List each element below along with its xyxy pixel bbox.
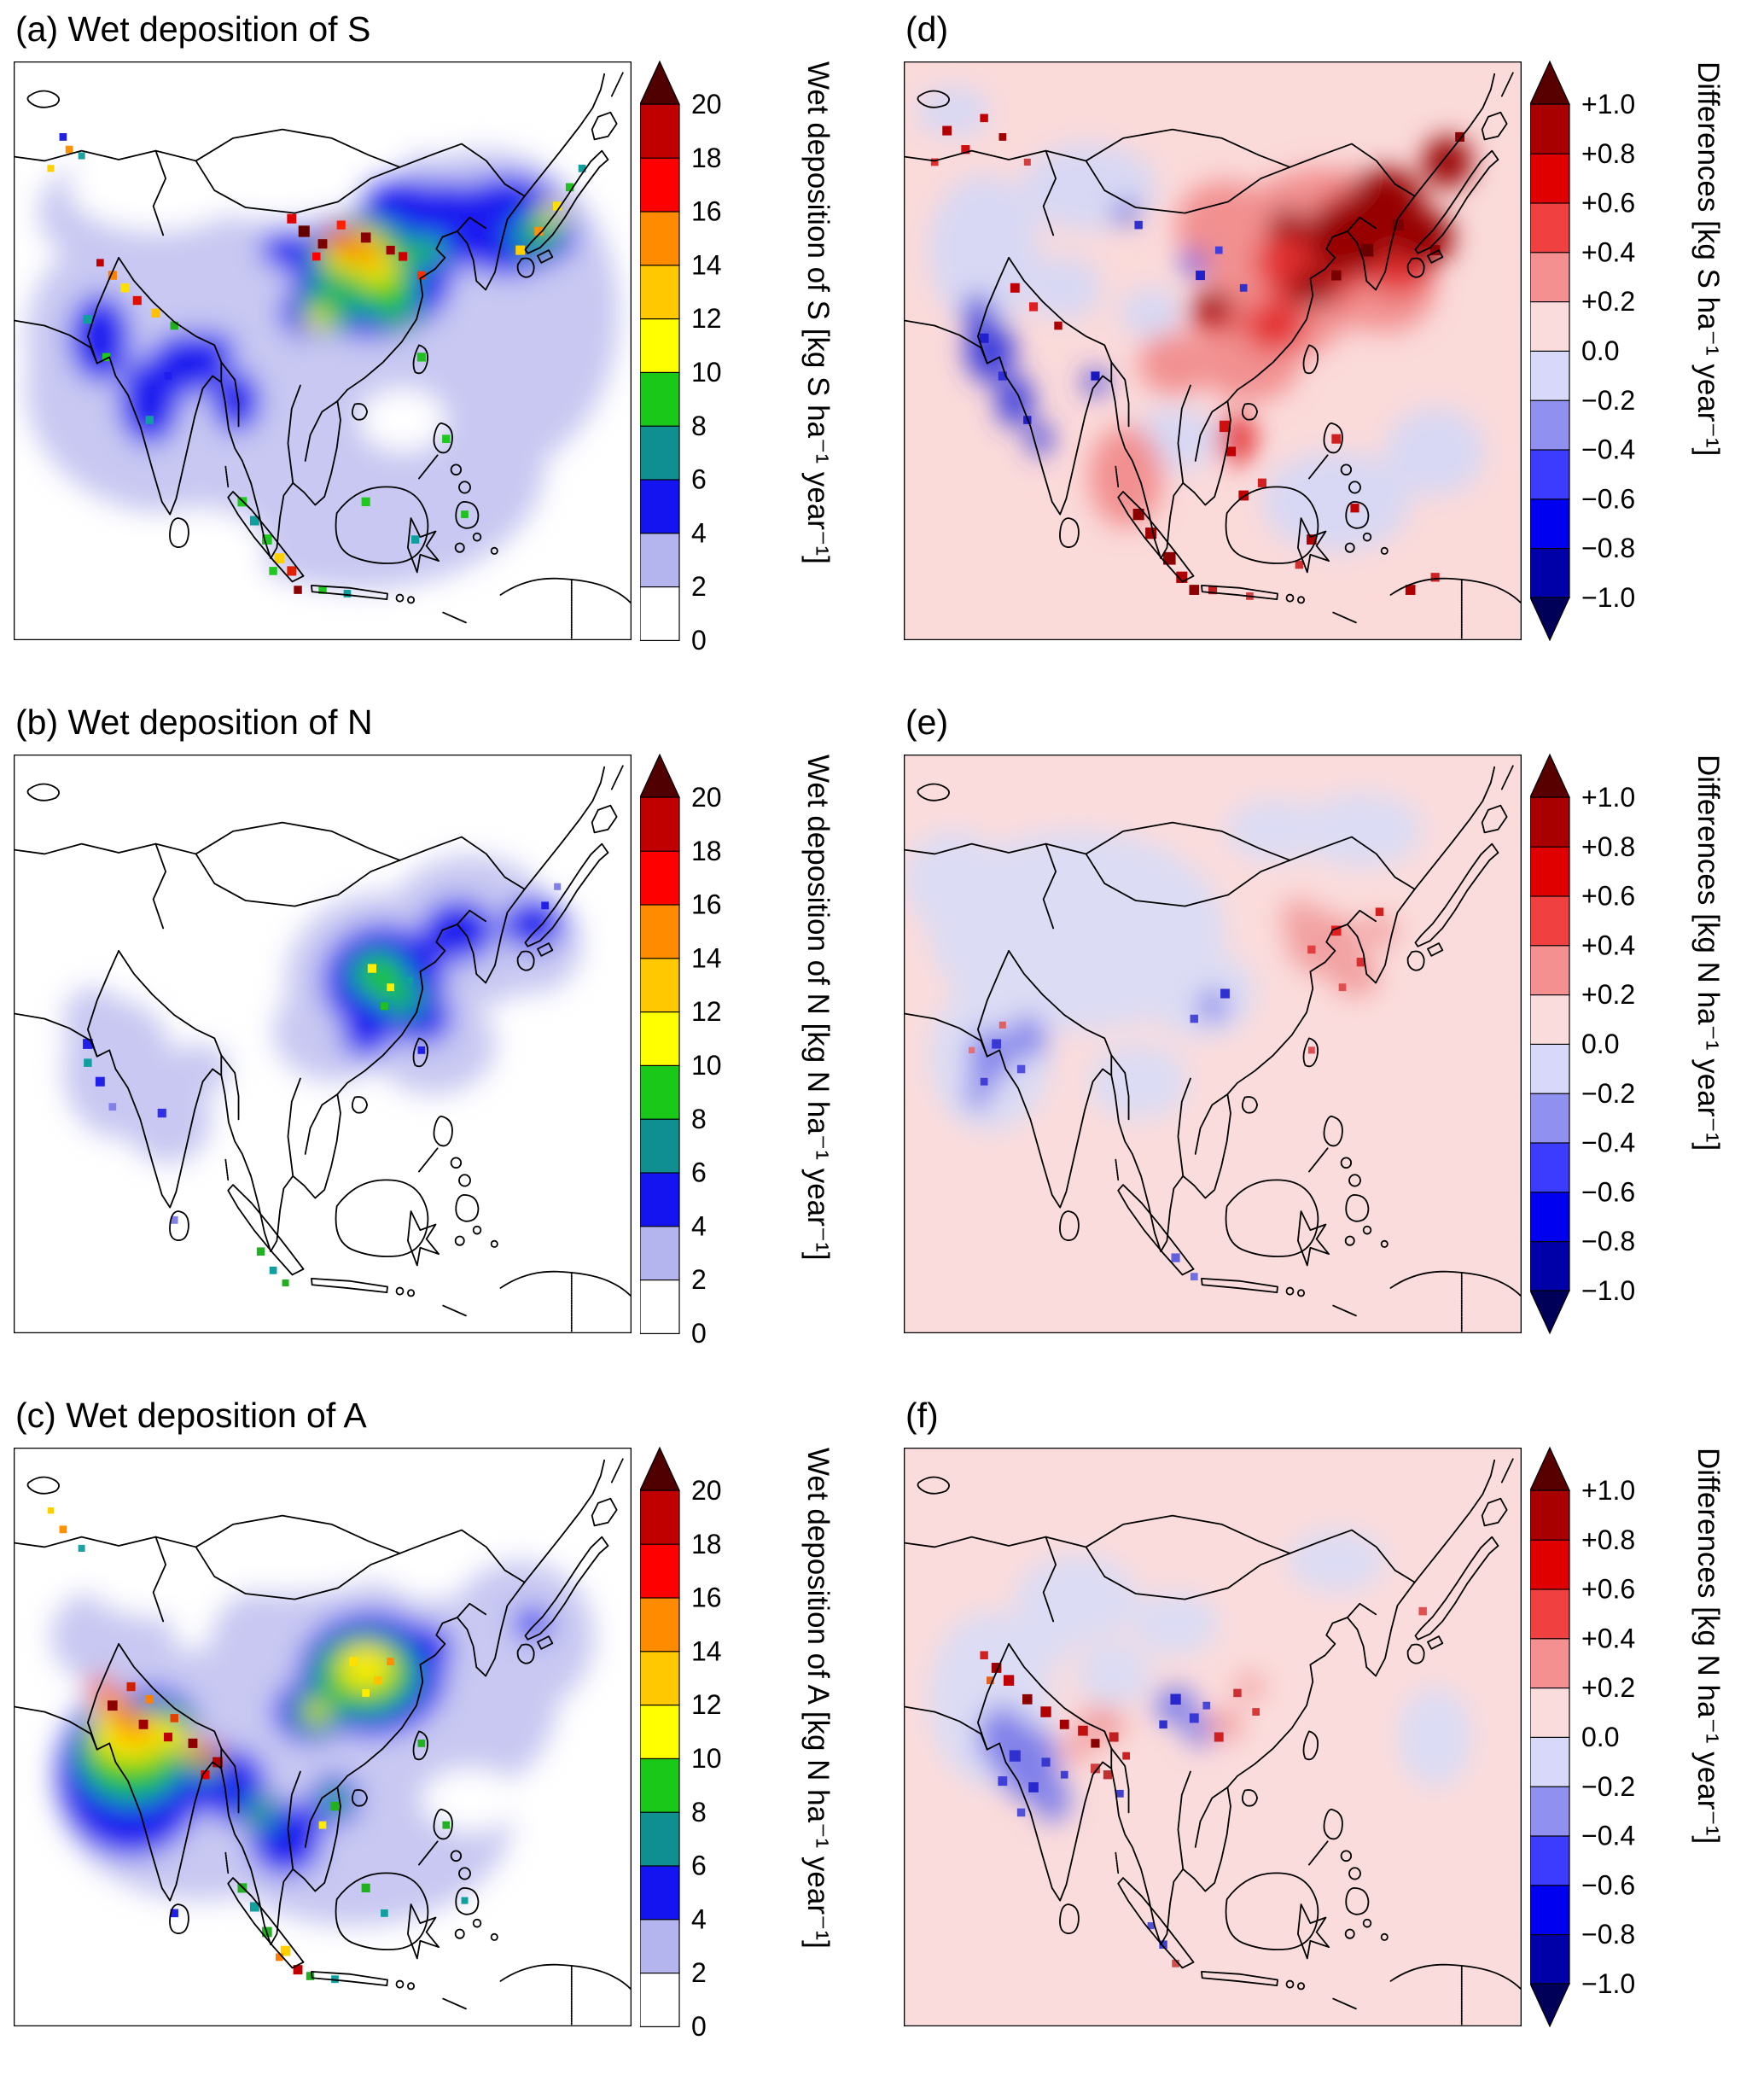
svg-text:−1.0: −1.0 — [1581, 582, 1635, 613]
svg-text:0: 0 — [691, 1318, 707, 1349]
svg-text:18: 18 — [691, 1529, 722, 1559]
svg-text:4: 4 — [691, 1210, 707, 1241]
svg-text:12: 12 — [691, 303, 722, 334]
svg-text:+0.6: +0.6 — [1581, 1574, 1635, 1605]
map-c — [14, 1447, 632, 2026]
svg-text:14: 14 — [691, 249, 722, 280]
svg-text:20: 20 — [691, 89, 722, 119]
map-b — [14, 754, 632, 1333]
panel-d-title: (d) — [905, 9, 949, 49]
svg-text:10: 10 — [691, 357, 722, 388]
svg-text:16: 16 — [691, 889, 722, 920]
svg-text:−0.8: −0.8 — [1581, 1226, 1635, 1256]
panel-c-title: (c) Wet deposition of A — [15, 1396, 367, 1435]
svg-text:+0.8: +0.8 — [1581, 138, 1635, 169]
svg-text:20: 20 — [691, 782, 722, 813]
panel-c: (c) Wet deposition of A 0 2 4 6 8 10 12 14 16 18 2… — [0, 1386, 868, 2079]
svg-text:−0.4: −0.4 — [1581, 1821, 1635, 1851]
svg-text:12: 12 — [691, 996, 722, 1027]
svg-text:+0.8: +0.8 — [1581, 831, 1635, 862]
svg-text:+0.2: +0.2 — [1581, 286, 1635, 317]
panel-a: (a) Wet deposition of S 0 2 4 6 8 10 12 14 16 18 2… — [0, 0, 868, 693]
svg-text:20: 20 — [691, 1475, 722, 1506]
svg-text:2: 2 — [691, 571, 707, 602]
svg-text:+0.8: +0.8 — [1581, 1524, 1635, 1555]
panel-e: (e) −1.0 −0.8 −0.6 −0.4 −0.2 0.0 +0.2 +0.4 +0.6 +… — [868, 693, 1764, 1386]
svg-text:−0.6: −0.6 — [1581, 1869, 1635, 1900]
colorbar-d-label: Differences [kg S ha⁻¹ year⁻¹] — [1691, 61, 1725, 457]
svg-text:6: 6 — [691, 1851, 707, 1881]
svg-text:−1.0: −1.0 — [1581, 1275, 1635, 1306]
panel-f: (f) −1.0 −0.8 −0.6 −0.4 −0.2 0.0 +0.2 +0.4 +0.6 +… — [868, 1386, 1764, 2079]
colorbar-a-label: Wet deposition of S [kg S ha⁻¹ year⁻¹] — [800, 61, 835, 564]
svg-text:−1.0: −1.0 — [1581, 1968, 1635, 1999]
map-e — [904, 754, 1522, 1333]
svg-text:0.0: 0.0 — [1581, 1722, 1619, 1752]
svg-text:+1.0: +1.0 — [1581, 782, 1635, 813]
panel-d: (d) −1.0 −0.8 −0.6 −0.4 −0.2 0.0 +0.2 +0.4 +0.6 +… — [868, 0, 1764, 693]
map-f — [904, 1447, 1522, 2026]
svg-text:6: 6 — [691, 464, 707, 495]
panel-e-title: (e) — [905, 702, 949, 742]
svg-text:0.0: 0.0 — [1581, 1029, 1619, 1059]
svg-text:+0.6: +0.6 — [1581, 188, 1635, 219]
svg-text:−0.4: −0.4 — [1581, 1128, 1635, 1158]
svg-text:+0.6: +0.6 — [1581, 881, 1635, 912]
svg-text:8: 8 — [691, 411, 707, 441]
colorbar-f-label: Differences [kg N ha⁻¹ year⁻¹] — [1691, 1447, 1725, 1845]
svg-text:+0.2: +0.2 — [1581, 979, 1635, 1010]
svg-text:+1.0: +1.0 — [1581, 89, 1635, 119]
svg-text:12: 12 — [691, 1689, 722, 1720]
svg-text:4: 4 — [691, 1903, 707, 1934]
colorbar-e-label: Differences [kg N ha⁻¹ year⁻¹] — [1691, 754, 1725, 1151]
map-d — [904, 61, 1522, 640]
colorbar-b-label: Wet deposition of N [kg N ha⁻¹ year⁻¹] — [800, 754, 835, 1261]
svg-text:10: 10 — [691, 1743, 722, 1774]
svg-text:18: 18 — [691, 143, 722, 173]
colorbar-e: −1.0 −0.8 −0.6 −0.4 −0.2 0.0 +0.2 +0.4 +0.6 +0.8 +… — [1530, 753, 1635, 1335]
svg-text:14: 14 — [691, 942, 722, 973]
svg-text:0.0: 0.0 — [1581, 335, 1619, 366]
svg-text:2: 2 — [691, 1264, 707, 1295]
colorbar-d: −1.0 −0.8 −0.6 −0.4 −0.2 0.0 +0.2 +0.4 +0.6 +0.8 +… — [1530, 60, 1635, 642]
map-a — [14, 61, 632, 640]
colorbar-c-label: Wet deposition of A [kg N ha⁻¹ year⁻¹] — [800, 1447, 835, 1949]
colorbar-b: 0 2 4 6 8 10 12 14 16 18 20 — [640, 753, 722, 1349]
svg-text:14: 14 — [691, 1635, 722, 1666]
svg-text:+0.4: +0.4 — [1581, 236, 1635, 267]
svg-text:6: 6 — [691, 1157, 707, 1188]
svg-text:−0.2: −0.2 — [1581, 385, 1635, 416]
svg-text:+0.4: +0.4 — [1581, 1623, 1635, 1653]
panel-b: (b) Wet deposition of N 0 2 4 6 8 10 12 14 16 18 2… — [0, 693, 868, 1386]
colorbar-a: 0 2 4 6 8 10 12 14 16 18 20 — [640, 60, 722, 656]
svg-text:+1.0: +1.0 — [1581, 1475, 1635, 1506]
svg-text:−0.6: −0.6 — [1581, 1176, 1635, 1207]
svg-text:16: 16 — [691, 1583, 722, 1613]
svg-text:10: 10 — [691, 1050, 722, 1081]
svg-text:−0.6: −0.6 — [1581, 483, 1635, 514]
svg-text:16: 16 — [691, 196, 722, 227]
svg-text:−0.2: −0.2 — [1581, 1771, 1635, 1802]
panel-b-title: (b) Wet deposition of N — [15, 702, 373, 742]
panel-f-title: (f) — [905, 1396, 939, 1435]
svg-text:8: 8 — [691, 1104, 707, 1134]
svg-text:8: 8 — [691, 1797, 707, 1827]
svg-text:−0.4: −0.4 — [1581, 434, 1635, 465]
colorbar-c: 0 2 4 6 8 10 12 14 16 18 20 — [640, 1446, 722, 2042]
svg-text:0: 0 — [691, 625, 707, 656]
svg-text:2: 2 — [691, 1957, 707, 1988]
panel-a-title: (a) Wet deposition of S — [15, 9, 371, 49]
svg-text:4: 4 — [691, 517, 707, 548]
svg-text:+0.4: +0.4 — [1581, 930, 1635, 960]
svg-text:−0.8: −0.8 — [1581, 533, 1635, 563]
svg-text:0: 0 — [691, 2011, 707, 2042]
svg-text:−0.8: −0.8 — [1581, 1919, 1635, 1950]
svg-text:+0.2: +0.2 — [1581, 1672, 1635, 1703]
svg-text:−0.2: −0.2 — [1581, 1078, 1635, 1109]
colorbar-f: −1.0 −0.8 −0.6 −0.4 −0.2 0.0 +0.2 +0.4 +0.6 +0.8 +… — [1530, 1446, 1635, 2028]
svg-text:18: 18 — [691, 836, 722, 866]
